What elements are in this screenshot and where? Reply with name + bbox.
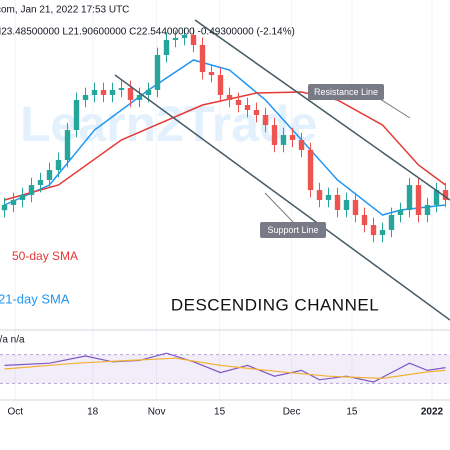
candle-body xyxy=(406,185,413,210)
support-channel-line xyxy=(114,74,450,321)
candle-body xyxy=(64,130,71,160)
candle-body xyxy=(127,88,134,100)
x-tick-label: 15 xyxy=(214,407,226,418)
candle-body xyxy=(172,38,179,40)
candle-body xyxy=(424,204,431,215)
candles xyxy=(1,27,449,243)
candle-body xyxy=(73,99,80,131)
x-tick-label: Nov xyxy=(148,407,166,418)
candle-body xyxy=(109,89,116,95)
candle-body xyxy=(235,99,242,105)
candle-body xyxy=(46,170,53,181)
rsi-label: n/a n/a xyxy=(0,335,25,346)
rsi-pane xyxy=(0,352,450,384)
sma50-label: 50-day SMA xyxy=(12,249,78,263)
candle-body xyxy=(55,159,62,171)
candle-body xyxy=(244,104,251,110)
candle-body xyxy=(199,44,206,72)
candle-body xyxy=(379,230,386,236)
x-tick-label: Dec xyxy=(283,407,301,418)
candle-body xyxy=(352,199,359,215)
candle-body xyxy=(100,89,107,95)
candle-body xyxy=(298,139,305,150)
candle-body xyxy=(343,199,350,210)
resistance-channel-line xyxy=(194,19,450,201)
candle-body xyxy=(10,199,17,205)
candle-body xyxy=(289,135,296,140)
x-tick-label: Oct xyxy=(8,407,24,418)
candle-body xyxy=(190,34,197,45)
sma21-label: 21-day SMA xyxy=(0,291,70,306)
candle-body xyxy=(316,190,323,200)
x-tick-label: 2022 xyxy=(421,407,444,418)
candle-body xyxy=(181,34,188,39)
candle-body xyxy=(91,89,98,95)
candle-body xyxy=(388,214,395,231)
x-axis: Oct 18 Nov 15 Dec 15 2022 xyxy=(8,407,444,418)
candle-body xyxy=(361,214,368,226)
candle-body xyxy=(217,75,224,95)
candle-body xyxy=(19,194,26,200)
support-label: Support Line xyxy=(267,225,318,235)
candle-body xyxy=(208,71,215,76)
candle-body xyxy=(262,115,269,126)
candle-body xyxy=(163,39,170,55)
candle-body xyxy=(280,135,287,145)
grid xyxy=(14,0,433,400)
candle-body xyxy=(397,209,404,215)
candle-body xyxy=(226,94,233,100)
candle-body xyxy=(370,225,377,236)
candle-body xyxy=(154,55,161,90)
candle-body xyxy=(442,190,449,200)
sma-line xyxy=(4,91,446,201)
rsi-line xyxy=(4,357,446,380)
resistance-pointer xyxy=(379,98,411,119)
candle-body xyxy=(253,110,260,116)
candle-body xyxy=(334,194,341,210)
candle-body xyxy=(415,185,422,215)
resistance-tag xyxy=(308,84,384,100)
rsi-line xyxy=(4,352,446,383)
ohlc-line: H23.48500000 L21.90600000 C22.54400000 -… xyxy=(0,27,295,38)
candle-body xyxy=(271,125,278,145)
rsi-band xyxy=(0,354,450,384)
candle-body xyxy=(37,180,44,186)
candle-body xyxy=(325,194,332,200)
candle-body xyxy=(136,94,143,100)
candle-body xyxy=(82,94,89,100)
header: com, Jan 21, 2022 17:53 UTC xyxy=(0,5,129,16)
candle-body xyxy=(28,185,35,195)
candle-body xyxy=(145,89,152,95)
resistance-label: Resistance Line xyxy=(314,87,378,97)
support-pointer xyxy=(264,192,294,223)
sma-lines xyxy=(4,59,446,216)
support-tag xyxy=(260,222,326,238)
sma-line xyxy=(4,59,446,216)
candle-body xyxy=(1,204,8,211)
candle-body xyxy=(118,88,125,90)
candle-body xyxy=(433,190,440,205)
candle-body xyxy=(307,149,314,191)
x-tick-label: 18 xyxy=(87,407,99,418)
x-tick-label: 15 xyxy=(346,407,358,418)
pattern-label: DESCENDING CHANNEL xyxy=(171,295,379,314)
